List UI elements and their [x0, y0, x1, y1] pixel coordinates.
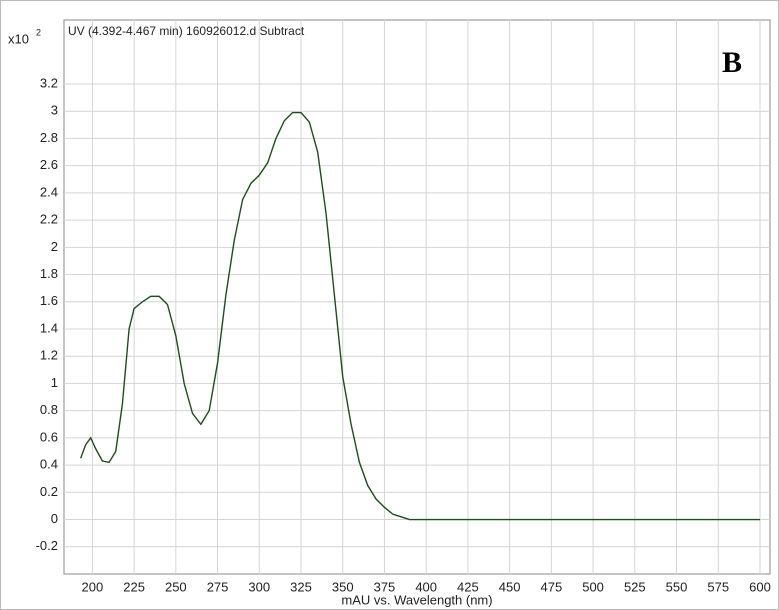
- x-tick-label: 575: [707, 579, 729, 594]
- x-tick-label: 400: [415, 579, 437, 594]
- y-tick-label: 1.6: [40, 293, 58, 308]
- x-tick-label: 325: [290, 579, 312, 594]
- y-tick-label: 3: [51, 103, 58, 118]
- y-tick-label: 2: [51, 239, 58, 254]
- y-tick-label: 1.8: [40, 266, 58, 281]
- chart-title: UV (4.392-4.467 min) 160926012.d Subtrac…: [68, 24, 305, 38]
- x-tick-label: 275: [207, 579, 229, 594]
- x-tick-label: 375: [374, 579, 396, 594]
- y-tick-label: 2.2: [40, 212, 58, 227]
- spectrum-line: [80, 111, 760, 521]
- y-tick-label: 0.6: [40, 429, 58, 444]
- y-tick-label: 2.4: [40, 184, 58, 199]
- x-tick-label: 300: [248, 579, 270, 594]
- x-tick-label: 350: [332, 579, 354, 594]
- y-tick-label: 1: [51, 375, 58, 390]
- y-multiplier: x10: [8, 31, 29, 46]
- y-exponent: 2: [36, 27, 41, 37]
- x-tick-label: 250: [165, 579, 187, 594]
- y-tick-label: 0.4: [40, 457, 58, 472]
- y-tick-label: 1.2: [40, 348, 58, 363]
- x-tick-label: 500: [582, 579, 604, 594]
- x-tick-label: 200: [82, 579, 104, 594]
- x-tick-label: 525: [624, 579, 646, 594]
- y-tick-label: 2.8: [40, 130, 58, 145]
- y-tick-label: 0.2: [40, 484, 58, 499]
- y-tick-label: 3.2: [40, 75, 58, 90]
- x-tick-label: 450: [499, 579, 521, 594]
- y-tick-label: 1.4: [40, 320, 58, 335]
- y-tick-label: 0: [51, 511, 58, 526]
- y-tick-label: 0.8: [40, 402, 58, 417]
- x-tick-label: 600: [749, 579, 771, 594]
- x-tick-label: 225: [123, 579, 145, 594]
- y-tick-label: 2.6: [40, 157, 58, 172]
- x-tick-label: 425: [457, 579, 479, 594]
- x-tick-label: 550: [666, 579, 688, 594]
- x-axis-label: mAU vs. Wavelength (nm): [341, 592, 492, 607]
- panel-label: B: [722, 46, 742, 79]
- plot-area: [63, 19, 771, 575]
- x-tick-label: 475: [541, 579, 563, 594]
- y-tick-label: -0.2: [36, 538, 58, 553]
